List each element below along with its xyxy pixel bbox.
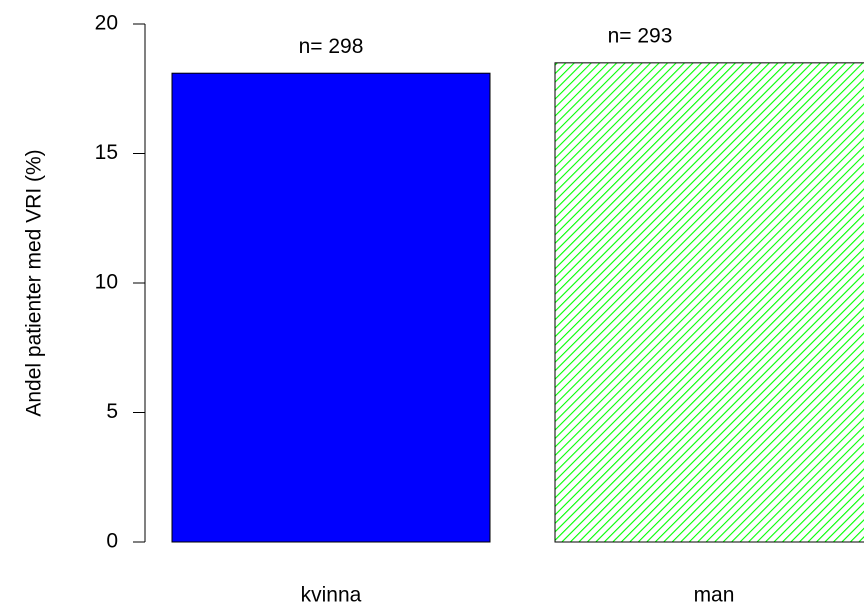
y-axis-label: Andel patienter med VRI (%) [23,149,46,416]
bar [554,62,864,543]
x-tick-label: kvinna [301,584,362,607]
y-tick-label: 5 [106,400,118,423]
y-tick-label: 15 [95,141,118,164]
y-tick-label: 10 [95,271,118,294]
y-tick-label: 20 [95,12,118,35]
bar [171,72,491,543]
x-tick-label: man [694,584,735,607]
bar-annotation: n= 298 [299,35,364,58]
y-tick-label: 0 [106,530,118,553]
bar-annotation: n= 293 [608,24,673,47]
